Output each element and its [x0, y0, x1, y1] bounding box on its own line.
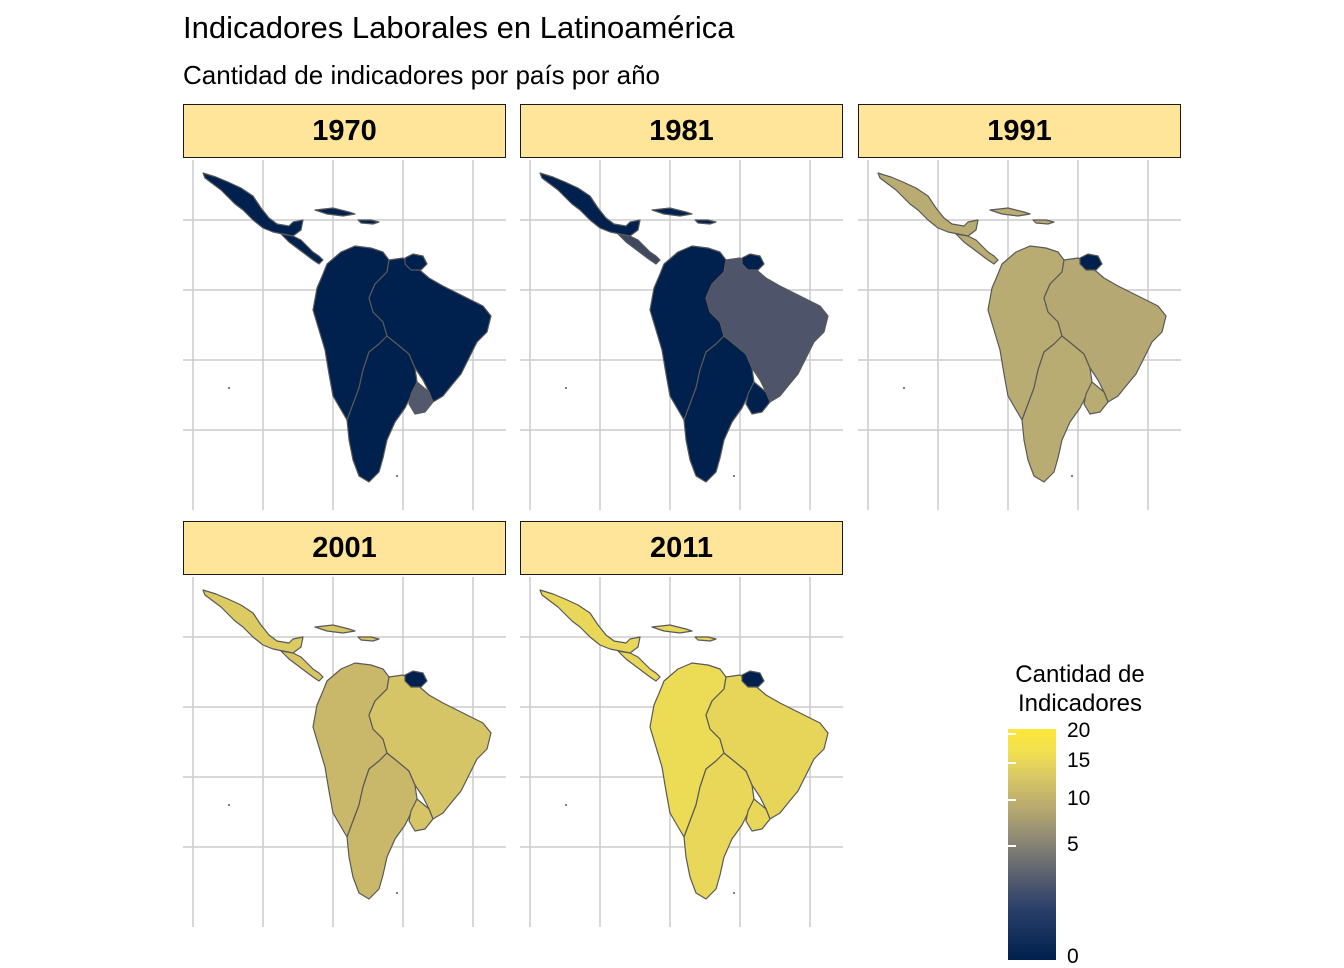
legend-title-line1: Cantidad de: [1015, 661, 1145, 688]
island-dot: [1071, 475, 1073, 477]
map-panel-1970: [183, 160, 506, 510]
legend-tick-0: 0: [1067, 945, 1079, 968]
facet-strip-2001: 2001: [183, 521, 506, 575]
facet-strip-1991: 1991: [858, 104, 1181, 158]
region-brazil: [705, 257, 829, 403]
island-dot: [733, 475, 735, 477]
chart-subtitle: Cantidad de indicadores por país por año: [183, 60, 660, 90]
region-guianas: [404, 670, 428, 688]
region-guianas: [741, 670, 765, 688]
legend-colorbar: [1008, 729, 1056, 960]
legend-mark-15: [1008, 762, 1016, 764]
map-panel-1981: [520, 160, 843, 510]
map-panel-1991: [858, 160, 1181, 510]
legend-tick-10: 10: [1067, 787, 1091, 810]
island-dot: [903, 387, 905, 389]
region-caribbean: [651, 207, 717, 225]
legend-mark-10: [1008, 799, 1016, 801]
region-mexico: [539, 589, 641, 654]
region-mexico: [202, 172, 304, 237]
legend-tick-20: 20: [1067, 719, 1091, 742]
region-mexico: [202, 589, 304, 654]
legend-tick-15: 15: [1067, 749, 1091, 772]
island-dot: [228, 804, 230, 806]
region-central-america: [280, 233, 324, 265]
region-central-america: [617, 650, 661, 682]
legend-mark-20: [1008, 733, 1016, 735]
region-uruguay: [1083, 381, 1109, 415]
region-uruguay: [408, 798, 434, 832]
legend-title: Cantidad de Indicadores: [985, 660, 1175, 718]
region-mexico: [539, 172, 641, 237]
island-dot: [733, 892, 735, 894]
region-guianas: [1079, 253, 1103, 271]
region-central-america: [955, 233, 999, 265]
region-uruguay: [745, 381, 771, 415]
region-uruguay: [745, 798, 771, 832]
island-dot: [565, 804, 567, 806]
region-uruguay: [408, 381, 434, 415]
region-caribbean: [651, 624, 717, 642]
region-mexico: [877, 172, 979, 237]
island-dot: [228, 387, 230, 389]
island-dot: [396, 892, 398, 894]
region-brazil: [368, 674, 492, 820]
facet-strip-1981: 1981: [520, 104, 843, 158]
legend-mark-5: [1008, 845, 1016, 847]
legend-title-line2: Indicadores: [1017, 690, 1143, 717]
chart-title: Indicadores Laborales en Latinoamérica: [183, 10, 735, 45]
region-central-america: [280, 650, 324, 682]
region-brazil: [368, 257, 492, 403]
facet-strip-2011: 2011: [520, 521, 843, 575]
legend-tick-5: 5: [1067, 833, 1079, 856]
region-central-america: [617, 233, 661, 265]
map-panel-2011: [520, 577, 843, 927]
map-panel-2001: [183, 577, 506, 927]
facet-strip-1970: 1970: [183, 104, 506, 158]
region-guianas: [404, 253, 428, 271]
region-brazil: [1043, 257, 1167, 403]
island-dot: [396, 475, 398, 477]
region-caribbean: [989, 207, 1055, 225]
region-caribbean: [314, 624, 380, 642]
region-caribbean: [314, 207, 380, 225]
region-guianas: [741, 253, 765, 271]
region-brazil: [705, 674, 829, 820]
island-dot: [565, 387, 567, 389]
